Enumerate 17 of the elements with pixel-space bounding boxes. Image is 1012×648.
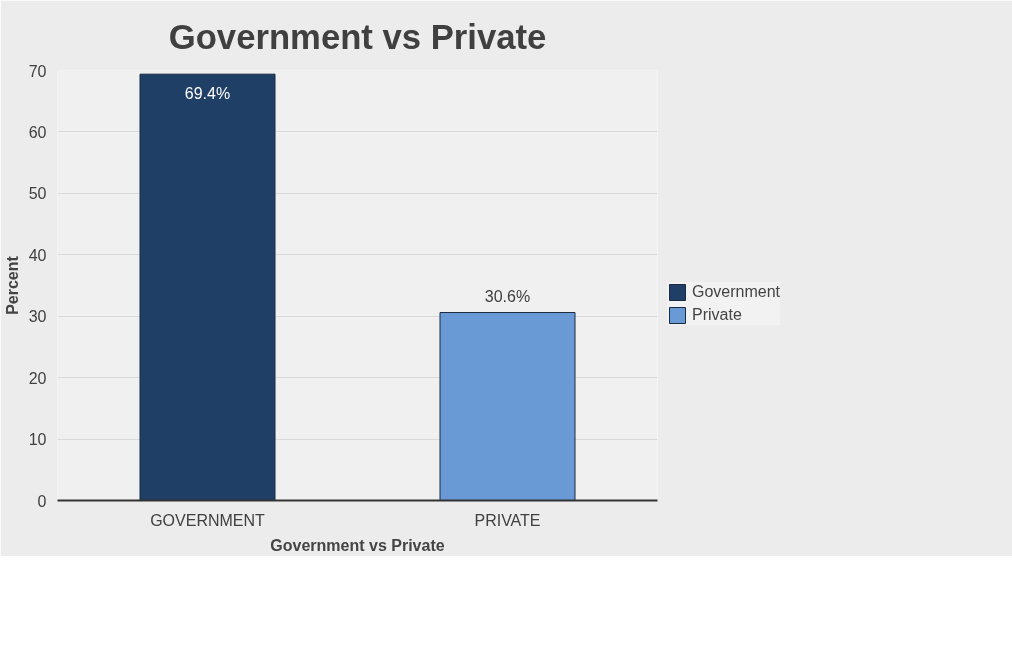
y-tick-label: 40 xyxy=(28,246,47,264)
data-label: 69.4% xyxy=(184,85,231,103)
y-axis-title: Percent xyxy=(3,255,21,315)
x-tick-label: PRIVATE xyxy=(474,511,541,529)
y-tick-label: 30 xyxy=(28,308,47,326)
y-tick-label: 50 xyxy=(28,185,47,203)
legend-label: Private xyxy=(692,306,742,324)
legend-label: Government xyxy=(692,283,781,301)
chart-title: Government vs Private xyxy=(168,17,547,56)
x-axis-title: Government vs Private xyxy=(270,536,445,554)
y-tick-label: 10 xyxy=(28,431,47,449)
x-tick-label: GOVERNMENT xyxy=(150,511,266,529)
y-tick-label: 60 xyxy=(28,123,47,141)
data-label: 30.6% xyxy=(484,287,531,305)
y-tick-label: 20 xyxy=(28,369,47,387)
y-tick-label: 70 xyxy=(28,62,47,80)
y-tick-label: 0 xyxy=(37,492,47,510)
